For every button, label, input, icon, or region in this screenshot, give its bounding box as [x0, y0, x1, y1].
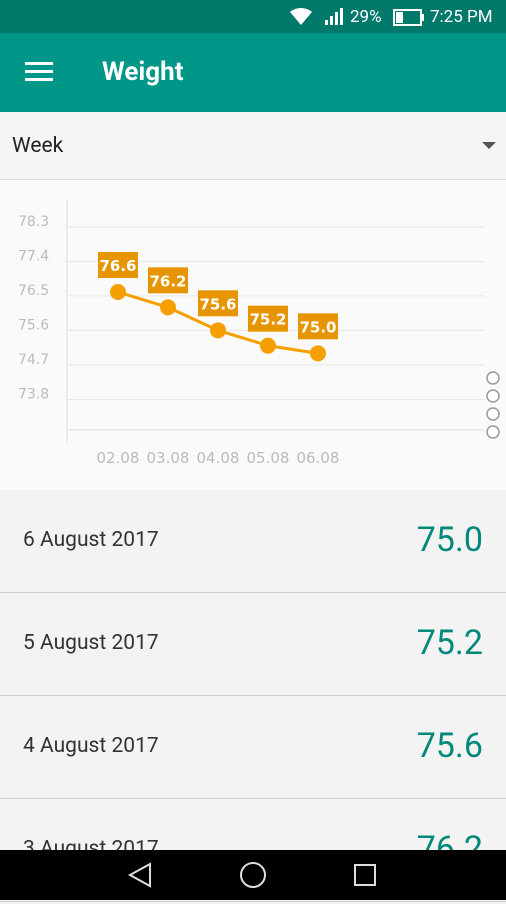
period-value: Week [12, 134, 64, 158]
page-indicators [486, 371, 500, 439]
nav-buttons [127, 862, 376, 888]
data-point [110, 284, 126, 300]
home-button[interactable] [240, 862, 266, 888]
app-title: Weight [102, 57, 184, 87]
y-tick-label: 77.4 [18, 248, 49, 264]
value-label: 75.6 [199, 295, 236, 313]
data-point [310, 345, 326, 362]
wifi-icon [290, 7, 312, 25]
app-bar: Weight [0, 33, 506, 112]
value-label-box [98, 252, 138, 278]
x-tick-label: 04.08 [197, 449, 240, 467]
entry-date: 5 August 2017 [23, 631, 159, 655]
x-tick-label: 02.08 [97, 449, 140, 467]
entry-list: 6 August 2017 75.0 5 August 2017 75.2 4 Augu… [0, 490, 506, 902]
x-tick-label: 03.08 [147, 449, 190, 467]
entry-weight: 75.6 [416, 726, 483, 766]
entry-weight: 75.0 [416, 520, 483, 560]
data-point [160, 299, 176, 316]
y-tick-label: 75.6 [18, 317, 49, 333]
value-label-box [198, 290, 238, 317]
chart: 78.3 77.4 76.5 75.6 74.7 73.8 02.08 03.08 04.08 0… [0, 180, 506, 490]
nav-bar [0, 850, 506, 900]
value-label: 76.2 [149, 272, 186, 290]
entry-row[interactable]: 6 August 2017 75.0 [0, 490, 506, 593]
y-tick-label: 78.3 [18, 214, 49, 230]
period-selector[interactable]: Week [0, 112, 506, 180]
back-button[interactable] [127, 862, 151, 888]
x-tick-label: 05.08 [247, 449, 290, 467]
status-icons [290, 7, 424, 26]
data-point [210, 322, 226, 339]
recents-button[interactable] [354, 864, 376, 886]
y-tick-label: 76.5 [18, 283, 49, 299]
value-label-box [298, 313, 338, 340]
entry-row[interactable]: 4 August 2017 75.6 [0, 696, 506, 799]
value-label: 75.0 [299, 318, 336, 336]
x-tick-label: 06.08 [297, 449, 340, 467]
value-label-box [248, 305, 288, 332]
entry-date: 4 August 2017 [23, 734, 159, 758]
signal-icon [325, 8, 343, 25]
value-label: 75.2 [249, 311, 286, 329]
value-label-box [148, 267, 188, 294]
dropdown-arrow [482, 142, 496, 149]
menu-button[interactable] [25, 62, 55, 84]
battery-icon [393, 9, 424, 26]
status-bar: 29% 7:25 PM [0, 0, 506, 33]
battery-level: 29% [350, 7, 382, 27]
data-point [260, 337, 276, 354]
entry-date: 6 August 2017 [23, 528, 159, 552]
clock: 7:25 PM [430, 7, 493, 27]
entry-row[interactable]: 5 August 2017 75.2 [0, 593, 506, 696]
value-label: 76.6 [99, 257, 136, 275]
y-tick-label: 74.7 [18, 352, 49, 368]
y-tick-label: 73.8 [18, 386, 49, 402]
entry-weight: 75.2 [416, 623, 483, 663]
